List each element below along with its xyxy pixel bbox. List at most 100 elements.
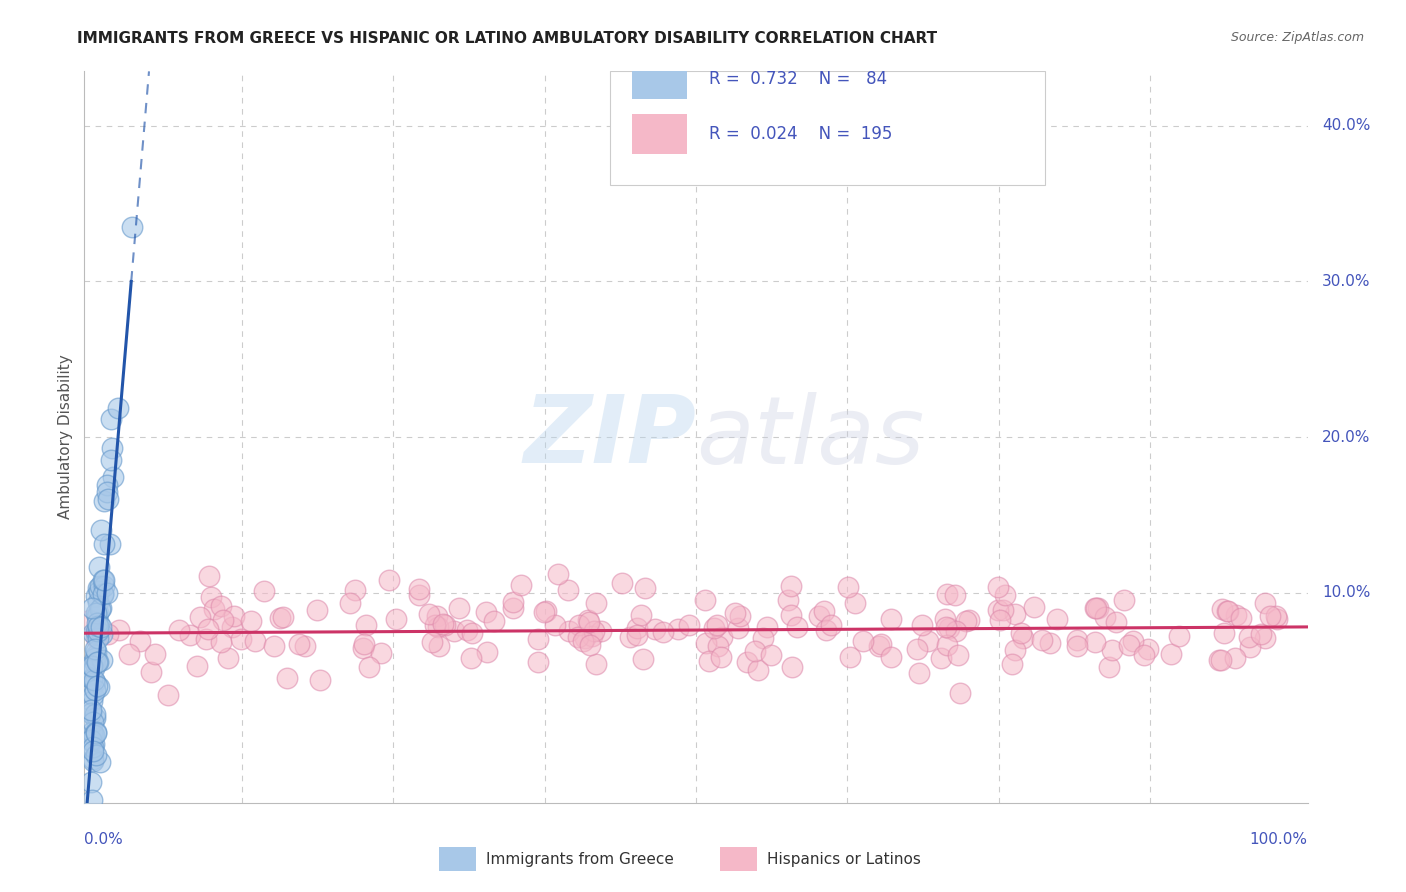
Point bbox=[339, 596, 361, 610]
Point bbox=[426, 609, 449, 624]
Point bbox=[82, 688, 104, 702]
Point bbox=[91, 587, 114, 601]
Point bbox=[91, 587, 114, 601]
Point bbox=[200, 591, 222, 605]
Point bbox=[157, 688, 180, 702]
Point bbox=[308, 673, 330, 687]
Bar bbox=[439, 847, 475, 871]
Point bbox=[837, 580, 859, 594]
Text: Source: ZipAtlas.com: Source: ZipAtlas.com bbox=[1230, 31, 1364, 45]
Point bbox=[626, 628, 648, 642]
Point bbox=[880, 650, 903, 665]
Point bbox=[1208, 653, 1230, 667]
Point bbox=[86, 624, 108, 639]
Point bbox=[80, 775, 103, 789]
Point bbox=[89, 601, 111, 615]
Point bbox=[408, 589, 430, 603]
Point bbox=[935, 620, 957, 634]
Point bbox=[229, 632, 252, 646]
Point bbox=[943, 589, 966, 603]
Point bbox=[814, 623, 837, 637]
Point bbox=[271, 610, 294, 624]
Point bbox=[509, 578, 531, 592]
Point bbox=[461, 626, 484, 640]
Point bbox=[574, 632, 596, 646]
Point bbox=[269, 611, 291, 625]
Point bbox=[945, 624, 967, 639]
Point bbox=[84, 644, 107, 658]
Point bbox=[186, 659, 208, 673]
Point bbox=[221, 620, 243, 634]
Point bbox=[946, 648, 969, 663]
Point bbox=[987, 603, 1010, 617]
Point bbox=[994, 588, 1017, 602]
Point bbox=[80, 793, 103, 807]
Point bbox=[96, 491, 118, 506]
Bar bbox=[633, 59, 688, 99]
Point bbox=[938, 621, 960, 635]
Point bbox=[423, 618, 446, 632]
Point bbox=[1211, 602, 1233, 616]
Point bbox=[1097, 660, 1119, 674]
Point bbox=[194, 632, 217, 647]
Point bbox=[630, 607, 652, 622]
Point bbox=[82, 740, 104, 755]
Point bbox=[527, 655, 550, 669]
Point bbox=[1066, 639, 1088, 653]
Point bbox=[808, 609, 831, 624]
Point bbox=[84, 707, 107, 722]
Point bbox=[93, 579, 115, 593]
Point bbox=[533, 605, 555, 619]
Point bbox=[243, 633, 266, 648]
Point bbox=[755, 620, 778, 634]
Point bbox=[434, 617, 457, 632]
Point bbox=[703, 621, 725, 635]
Point bbox=[1087, 601, 1109, 615]
Point bbox=[83, 737, 105, 751]
Text: 40.0%: 40.0% bbox=[1322, 119, 1371, 133]
Point bbox=[747, 663, 769, 677]
Point bbox=[82, 714, 104, 729]
Point bbox=[567, 630, 589, 644]
Point bbox=[427, 620, 450, 634]
Point bbox=[1230, 611, 1253, 625]
Point bbox=[343, 583, 366, 598]
Text: Hispanics or Latinos: Hispanics or Latinos bbox=[766, 852, 921, 867]
Point bbox=[1066, 632, 1088, 647]
Text: IMMIGRANTS FROM GREECE VS HISPANIC OR LATINO AMBULATORY DISABILITY CORRELATION C: IMMIGRANTS FROM GREECE VS HISPANIC OR LA… bbox=[77, 31, 938, 46]
Point bbox=[852, 633, 875, 648]
Point bbox=[1254, 631, 1277, 645]
Point bbox=[1022, 600, 1045, 615]
Point bbox=[1118, 638, 1140, 652]
Point bbox=[631, 652, 654, 666]
Point bbox=[79, 613, 101, 627]
Point bbox=[1223, 651, 1246, 665]
Point bbox=[240, 614, 263, 628]
Point bbox=[86, 679, 108, 693]
Point bbox=[100, 412, 122, 426]
Point bbox=[1216, 604, 1239, 618]
Point bbox=[209, 599, 232, 614]
Point bbox=[744, 644, 766, 658]
Point bbox=[80, 693, 103, 707]
Point bbox=[578, 615, 600, 630]
Point bbox=[644, 622, 666, 636]
Point bbox=[1001, 657, 1024, 671]
Point bbox=[710, 630, 733, 644]
Point bbox=[89, 616, 111, 631]
Point bbox=[585, 657, 607, 671]
Point bbox=[83, 728, 105, 742]
Point bbox=[91, 573, 114, 587]
Point bbox=[427, 639, 450, 653]
Point bbox=[1122, 634, 1144, 648]
Point bbox=[1168, 629, 1191, 643]
Point bbox=[84, 725, 107, 739]
Point bbox=[536, 604, 558, 618]
Point bbox=[761, 648, 783, 662]
Point bbox=[1133, 648, 1156, 662]
Point bbox=[89, 755, 111, 769]
Point bbox=[91, 653, 114, 667]
Point bbox=[868, 639, 890, 653]
Point bbox=[87, 618, 110, 632]
Bar bbox=[610, 71, 1045, 185]
